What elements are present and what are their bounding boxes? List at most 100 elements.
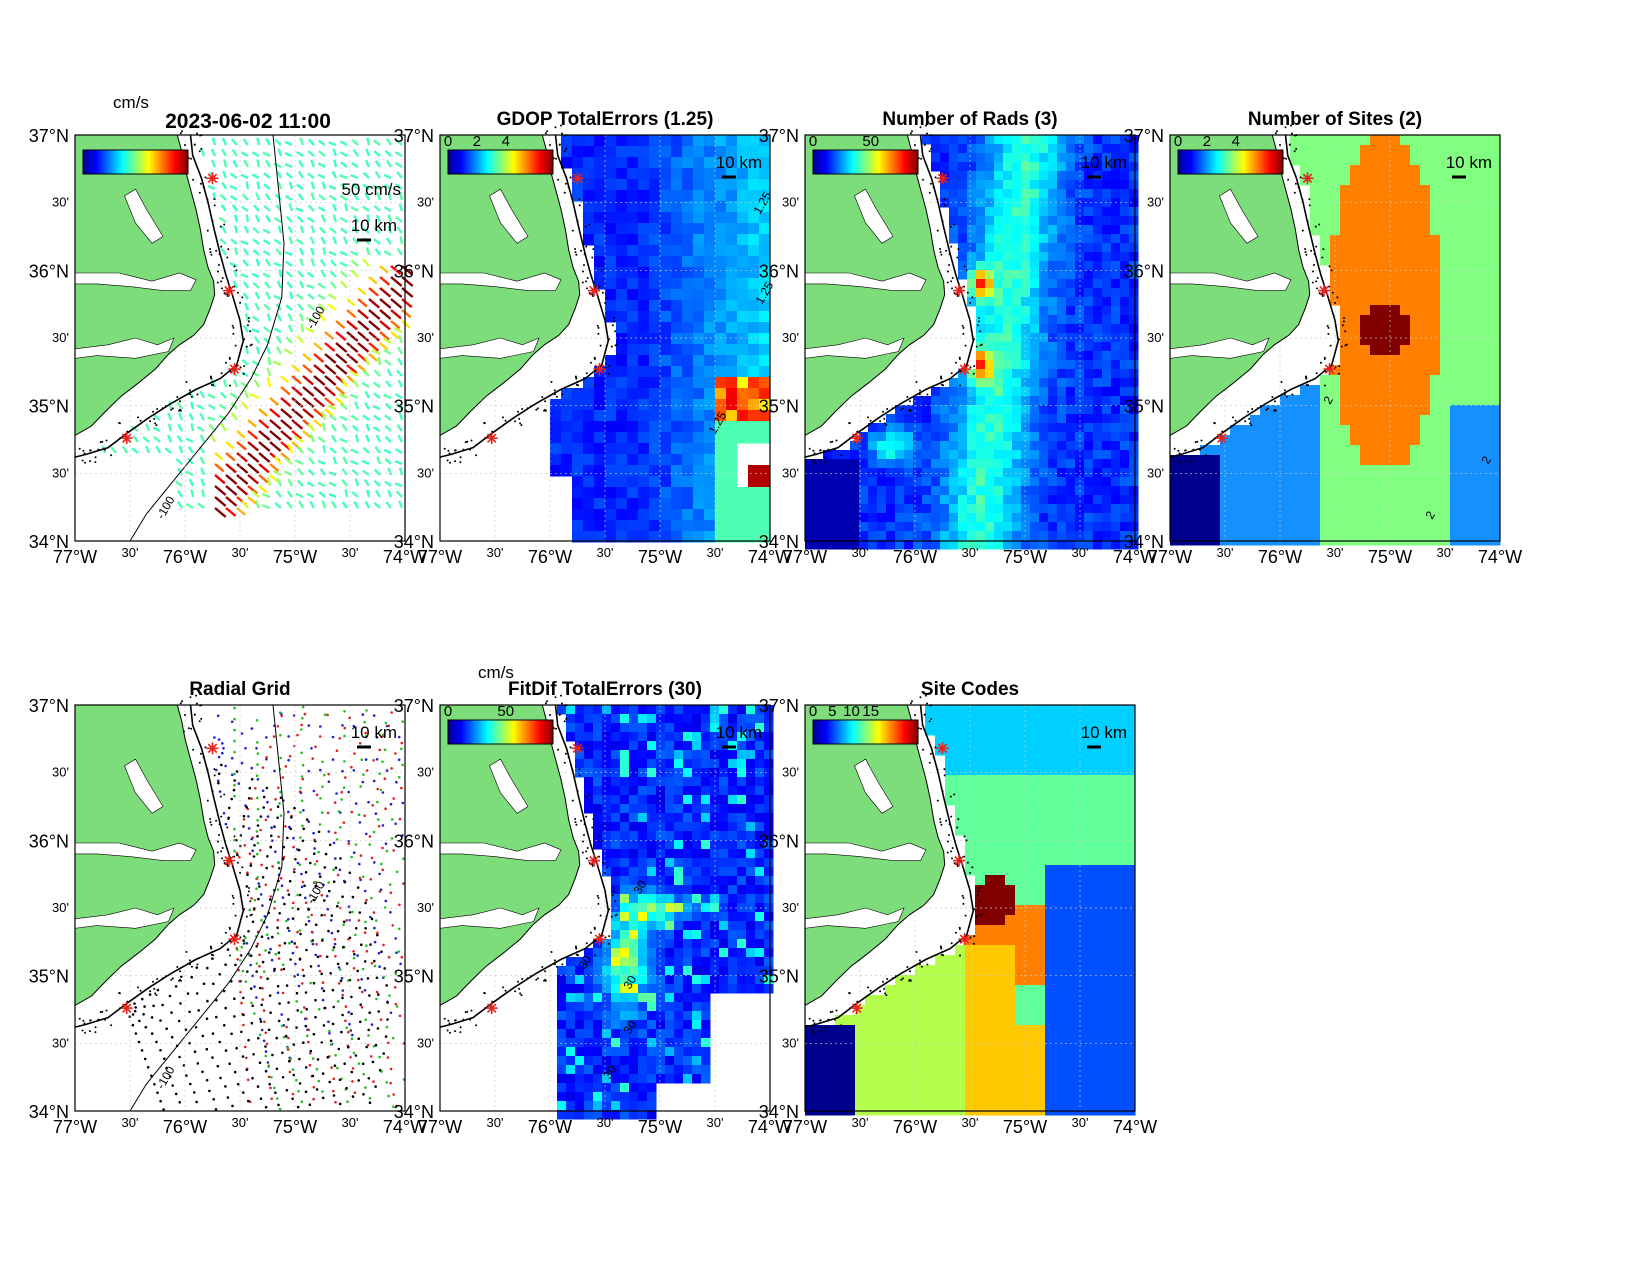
lat-tick-label: 37°N: [394, 696, 434, 716]
colorbar-unit-label: cm/s: [478, 663, 514, 682]
colorbar: [1177, 149, 1284, 175]
lon-tick-label: 30': [1072, 1115, 1089, 1130]
lon-tick-label: 30': [1327, 545, 1344, 560]
lon-tick-label: 30': [342, 1115, 359, 1130]
radar-site-marker: [958, 363, 971, 376]
lat-tick-label: 35°N: [759, 397, 799, 417]
lon-tick-label: 75°W: [1003, 547, 1047, 567]
colorbar: [812, 149, 919, 175]
lon-tick-label: 77°W: [53, 1117, 97, 1137]
panel-title: Number of Sites (2): [1248, 109, 1422, 130]
coastline: [439, 704, 610, 1028]
sound-water: [124, 188, 164, 244]
lon-tick-label: 74°W: [1113, 547, 1157, 567]
lon-tick-label: 30': [852, 545, 869, 560]
lat-tick-label: 30': [782, 330, 799, 345]
contour-label: 30: [575, 953, 594, 972]
lat-tick-label: 34°N: [394, 1102, 434, 1122]
lat-tick-label: 36°N: [29, 831, 69, 851]
panel-sitecodes: 34°N 30' 35°N 30' 36°N 30' 37°N 77°W 30' 76°W 30' 7…: [759, 679, 1157, 1137]
axes-frame: [439, 134, 771, 542]
lon-tick-label: 74°W: [1113, 1117, 1157, 1137]
sound-water: [439, 337, 540, 359]
lat-tick-label: 30': [52, 465, 69, 480]
colorbar-tick-label: 4: [1232, 133, 1240, 150]
lat-tick-label: 35°N: [29, 967, 69, 987]
panel-title: Number of Rads (3): [882, 109, 1057, 130]
lat-tick-label: 37°N: [29, 696, 69, 716]
panel-title: Radial Grid: [189, 679, 290, 700]
lat-tick-label: 30': [52, 195, 69, 210]
colorbar-tick-label: 15: [862, 703, 879, 720]
colorbar-tick-label: 50: [862, 133, 879, 150]
lat-tick-label: 30': [417, 900, 434, 915]
isobath-contour: [129, 134, 285, 542]
vector-scale-label: 50 cm/s: [341, 180, 401, 199]
radar-site-marker: [1318, 284, 1330, 297]
lon-tick-label: 77°W: [53, 547, 97, 567]
radar-site-marker: [958, 933, 971, 946]
colorbar-tick-label: 2: [473, 133, 481, 150]
axes-frame: [804, 704, 1136, 1112]
coastline: [74, 134, 245, 458]
colorbar-tick-label: 0: [444, 133, 452, 150]
lon-tick-label: 30': [232, 545, 249, 560]
lat-tick-label: 30': [782, 900, 799, 915]
lon-tick-label: 76°W: [1258, 547, 1302, 567]
panel-title: GDOP TotalErrors (1.25): [497, 109, 714, 130]
axes-frame: [804, 134, 1136, 542]
scale-bar-label: 10 km: [1446, 153, 1492, 172]
lat-tick-label: 30': [52, 765, 69, 780]
coastline: [1169, 134, 1340, 458]
lon-tick-label: 30': [1072, 545, 1089, 560]
scale-bar-label: 10 km: [716, 723, 762, 742]
lat-tick-label: 36°N: [394, 261, 434, 281]
lat-tick-label: 35°N: [29, 397, 69, 417]
scale-bar-label: 10 km: [716, 153, 762, 172]
radar-site-marker: [1301, 172, 1314, 185]
radar-site-marker: [953, 284, 965, 297]
lat-tick-label: 30': [782, 195, 799, 210]
lon-tick-label: 30': [122, 1115, 139, 1130]
radial-grid-points: [128, 705, 406, 1111]
lon-tick-label: 77°W: [783, 547, 827, 567]
lat-tick-label: 37°N: [29, 126, 69, 146]
sound-water: [1219, 188, 1259, 244]
lon-tick-label: 76°W: [893, 1117, 937, 1137]
axes-frame: [74, 134, 406, 542]
lon-tick-label: 30': [597, 545, 614, 560]
lon-tick-label: 76°W: [163, 1117, 207, 1137]
lat-tick-label: 30': [417, 765, 434, 780]
lon-tick-label: 30': [707, 545, 724, 560]
radar-site-marker: [1323, 363, 1336, 376]
lon-tick-label: 75°W: [638, 547, 682, 567]
lon-tick-label: 74°W: [383, 547, 427, 567]
colorbar-unit-label: cm/s: [113, 93, 149, 112]
panel-title: FitDif TotalErrors (30): [508, 679, 702, 700]
sound-water: [1169, 337, 1270, 359]
lon-tick-label: 77°W: [783, 1117, 827, 1137]
radar-site-marker: [571, 172, 584, 185]
lon-tick-label: 30': [342, 545, 359, 560]
sound-water: [74, 337, 175, 359]
sound-water: [74, 272, 197, 291]
colorbar-tick-label: 0: [444, 703, 452, 720]
lon-tick-label: 76°W: [163, 547, 207, 567]
lat-tick-label: 30': [417, 1035, 434, 1050]
lat-tick-label: 36°N: [759, 831, 799, 851]
contour-label: 30: [620, 973, 639, 992]
sound-water: [489, 188, 529, 244]
lon-tick-label: 30': [487, 1115, 504, 1130]
lat-tick-label: 30': [782, 1035, 799, 1050]
lon-tick-label: 30': [962, 545, 979, 560]
figure-title: 2023-06-02 11:00: [165, 110, 331, 133]
lon-tick-label: 75°W: [273, 547, 317, 567]
lat-tick-label: 36°N: [1124, 261, 1164, 281]
radar-site-marker: [1215, 432, 1228, 445]
lon-tick-label: 75°W: [638, 1117, 682, 1137]
colorbar-tick-label: 0: [809, 703, 817, 720]
